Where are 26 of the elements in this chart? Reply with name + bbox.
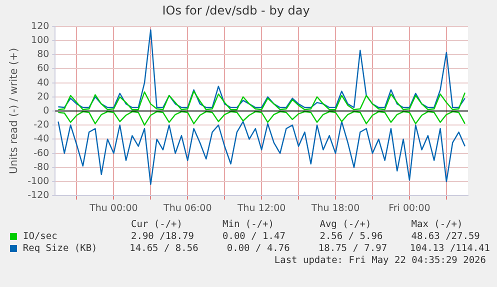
y-tick-label: -40 [34,134,50,145]
y-tick-label: -120 [28,190,50,202]
x-tick-label: Thu 06:00 [162,202,212,214]
y-axis-title: Units read (-) / write (+) [8,48,20,174]
text: 14.65 / 8.56 0.00 / 4.76 18.75 / 7.97 104.13 /114.41 [130,242,490,254]
text: 2.90 /18.79 0.00 / 1.47 2.56 / 5.96 48.63 /27.59 [131,230,480,242]
y-tick-label: -20 [34,120,50,131]
x-tick-label: Fri 00:00 [388,202,430,214]
text: Cur (-/+) Min (-/+) Avg (-/+) Max (-/+) [130,218,464,230]
y-tick-label: -60 [34,148,50,159]
chart-title: IOs for /dev/sdb - by day [162,3,310,18]
legend-label: IO/sec [23,230,58,242]
y-tick-label: 100 [31,34,50,46]
y-tick-label: 0 [43,105,50,116]
y-tick-label: 120 [31,20,50,32]
y-tick-label: -100 [28,176,50,187]
y-tick-label: 20 [37,91,50,102]
legend-label: Req Size (KB) [22,242,98,254]
y-tick-label: -80 [34,162,50,173]
y-tick-label: 80 [37,49,50,60]
x-tick-label: Thu 12:00 [236,202,286,214]
x-tick-label: Thu 18:00 [310,202,360,214]
x-tick-label: Thu 00:00 [88,202,138,214]
y-tick-label: 60 [37,63,50,74]
text: Last update: Fri May 22 04:35:29 2026 [273,254,487,266]
y-tick-label: 40 [37,77,50,88]
